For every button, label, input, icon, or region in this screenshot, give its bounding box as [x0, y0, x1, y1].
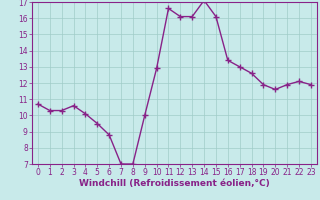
X-axis label: Windchill (Refroidissement éolien,°C): Windchill (Refroidissement éolien,°C) [79, 179, 270, 188]
